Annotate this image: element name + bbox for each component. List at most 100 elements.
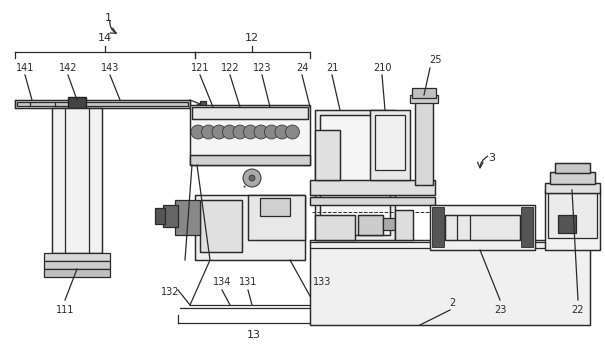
- Text: 1: 1: [105, 13, 111, 23]
- Bar: [375, 115, 405, 170]
- Text: 132: 132: [161, 287, 179, 297]
- Bar: [555, 163, 590, 173]
- Text: 23: 23: [494, 305, 506, 315]
- Bar: [163, 205, 178, 227]
- Circle shape: [275, 125, 289, 139]
- Circle shape: [212, 125, 226, 139]
- Bar: [550, 172, 595, 184]
- Bar: [432, 207, 444, 247]
- Bar: [315, 110, 395, 240]
- Bar: [315, 110, 395, 240]
- Bar: [310, 240, 590, 325]
- Bar: [370, 110, 410, 180]
- Text: 210: 210: [373, 63, 391, 73]
- Circle shape: [233, 125, 247, 139]
- Bar: [192, 107, 308, 119]
- Bar: [445, 215, 520, 240]
- Bar: [190, 155, 310, 165]
- Bar: [190, 105, 310, 165]
- Bar: [310, 180, 435, 195]
- Text: 141: 141: [16, 63, 34, 73]
- Text: *: *: [243, 185, 247, 191]
- Circle shape: [191, 125, 205, 139]
- Bar: [15, 100, 190, 108]
- Text: 12: 12: [245, 33, 259, 43]
- Bar: [260, 198, 290, 216]
- Bar: [200, 101, 206, 107]
- Text: 143: 143: [101, 63, 119, 73]
- Bar: [545, 190, 600, 250]
- Bar: [358, 215, 383, 235]
- Bar: [315, 130, 340, 180]
- Bar: [548, 193, 597, 238]
- Bar: [52, 108, 102, 253]
- Text: 123: 123: [253, 63, 271, 73]
- Bar: [558, 215, 576, 233]
- Bar: [200, 200, 242, 252]
- Bar: [17, 102, 188, 106]
- Bar: [445, 215, 520, 240]
- Text: 121: 121: [191, 63, 209, 73]
- Bar: [310, 197, 435, 205]
- Bar: [315, 215, 355, 240]
- Bar: [550, 172, 595, 184]
- Circle shape: [254, 125, 268, 139]
- Bar: [410, 95, 438, 103]
- Bar: [430, 205, 535, 250]
- Bar: [195, 195, 305, 260]
- Text: 14: 14: [98, 33, 112, 43]
- Bar: [521, 207, 533, 247]
- Circle shape: [264, 125, 278, 139]
- Text: 133: 133: [313, 277, 331, 287]
- Circle shape: [249, 175, 255, 181]
- Bar: [190, 105, 310, 165]
- Bar: [175, 200, 200, 235]
- Bar: [395, 210, 413, 240]
- Bar: [315, 215, 355, 240]
- Text: 24: 24: [296, 63, 308, 73]
- Bar: [44, 261, 110, 269]
- Bar: [310, 197, 435, 205]
- Text: 13: 13: [247, 330, 261, 340]
- Bar: [545, 183, 600, 193]
- Bar: [15, 100, 190, 108]
- Circle shape: [201, 125, 215, 139]
- Bar: [190, 155, 310, 165]
- Circle shape: [223, 125, 237, 139]
- Text: 3: 3: [488, 153, 495, 163]
- Bar: [192, 107, 308, 119]
- Bar: [52, 108, 102, 253]
- Bar: [383, 218, 395, 230]
- Text: 25: 25: [429, 55, 441, 65]
- Bar: [195, 195, 305, 260]
- Bar: [315, 130, 340, 180]
- Circle shape: [286, 125, 299, 139]
- Bar: [310, 180, 435, 195]
- Bar: [155, 208, 165, 224]
- Circle shape: [243, 169, 261, 187]
- Bar: [44, 269, 110, 277]
- Text: 122: 122: [221, 63, 240, 73]
- Bar: [248, 195, 305, 240]
- Text: 131: 131: [239, 277, 257, 287]
- Bar: [248, 195, 305, 240]
- Bar: [545, 190, 600, 250]
- Bar: [200, 200, 242, 252]
- Bar: [415, 100, 433, 185]
- Text: 21: 21: [326, 63, 338, 73]
- Bar: [545, 183, 600, 193]
- Text: 2: 2: [449, 298, 455, 308]
- Text: 111: 111: [56, 305, 74, 315]
- Bar: [320, 115, 390, 235]
- Bar: [370, 110, 410, 180]
- Text: 142: 142: [59, 63, 77, 73]
- Bar: [68, 97, 86, 111]
- Bar: [412, 88, 436, 98]
- Bar: [415, 100, 433, 185]
- Bar: [358, 215, 383, 235]
- Text: 134: 134: [213, 277, 231, 287]
- Bar: [555, 163, 590, 173]
- Bar: [320, 115, 390, 235]
- Circle shape: [243, 125, 258, 139]
- Bar: [44, 253, 110, 261]
